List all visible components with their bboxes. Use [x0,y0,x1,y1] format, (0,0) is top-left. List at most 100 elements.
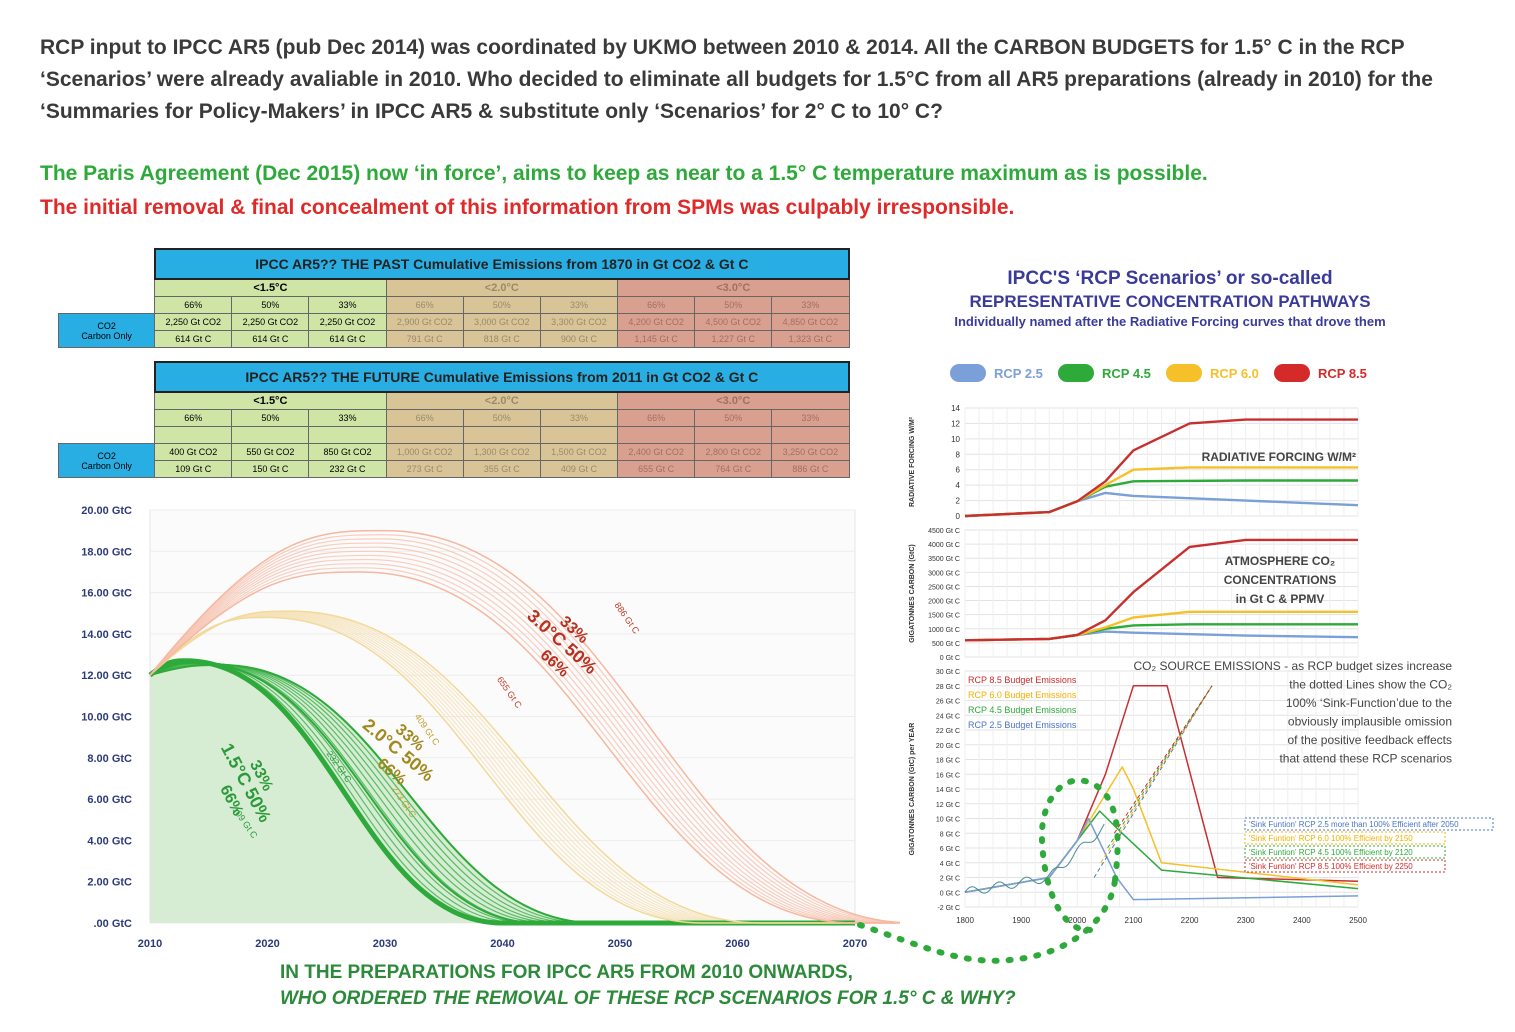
y-axis-title: GIGATONNES CARBON (GtC) per YEAR [909,723,916,856]
past-prob: 66% [617,296,696,314]
past-carbon-cell: 1,145 Gt C [617,330,696,348]
emissions-annotation-line: of the positive feedback effects [1287,733,1452,747]
emissions-annotation-line: that attend these RCP scenarios [1279,752,1452,766]
past-co2-cell: 2,250 Gt CO2 [308,313,387,331]
historical-emissions-line [964,823,1105,894]
past-budget-table: IPCC AR5?? THE PAST Cumulative Emissions… [57,248,851,348]
rcp-charts: 14 12 10 8 6 4 2 0 RADIATIVE FORCING W/M² RADIATI… [909,404,1494,925]
legend-swatch [1058,364,1094,382]
future-carbon-cell: 150 Gt C [231,460,310,478]
band-3c-line [149,546,891,924]
past-carbon-cell: 791 Gt C [385,330,464,348]
co2-title-line: CONCENTRATIONS [1224,573,1336,587]
y-tick-label: 10 Gt C [936,817,960,824]
past-carbon-cell: 1,227 Gt C [694,330,773,348]
y-tick-label: 10 [951,435,960,444]
future-prob: 33% [771,409,850,427]
future-carbon-cell: 109 Gt C [154,460,233,478]
y-tick-label: 2 [956,497,961,506]
past-co2-cell: 4,500 Gt CO2 [694,313,773,331]
past-carbon-cell: 1,323 Gt C [771,330,850,348]
x-tick-label: 2070 [843,938,867,950]
future-co2-cell: 1,500 Gt CO2 [539,443,619,461]
past-carbon-cell: 818 Gt C [462,330,541,348]
y-tick-label: 0 Gt C [940,655,960,662]
y-tick-label: 30 Gt C [936,669,960,676]
future-group-20: <2.0°C [385,391,619,410]
bottom-line-1: IN THE PREPARATIONS FOR IPCC AR5 FROM 20… [280,962,853,983]
past-prob: 33% [771,296,850,314]
y-tick-label: 16 Gt C [936,772,960,779]
legend-swatch [1166,364,1202,382]
rcp-legend: RCP 2.5 RCP 4.5 RCP 6.0 RCP 8.5 [950,364,1367,382]
future-group-30: <3.0°C [617,391,850,410]
future-co2-cell: 1,000 Gt CO2 [385,443,464,461]
future-carbon-cell: 886 Gt C [771,460,850,478]
y-tick-label: 4000 Gt C [928,542,960,549]
y-tick-label: 18 Gt C [936,758,960,765]
y-tick-label: 500 Gt C [932,641,960,648]
past-prob: 66% [154,296,233,314]
y-tick-label: 0 Gt C [940,890,960,897]
future-co2-cell: 2,400 Gt CO2 [617,443,696,461]
y-tick-label: 8 Gt C [940,831,960,838]
rcp-header: IPCC'S ‘RCP Scenarios’ or so-called REPR… [880,268,1460,329]
past-prob: 50% [462,296,541,314]
y-tick-label: 2 Gt C [940,876,960,883]
legend-swatch [950,364,986,382]
budget-emissions-chart: 20.00 GtC 18.00 GtC 16.00 GtC 14.00 GtC 12.0… [81,505,900,950]
y-tick-label: 6 [956,466,961,475]
y-tick-label: 12 Gt C [936,802,960,809]
sink-dotted-line [1113,685,1213,834]
rcp-note: Individually named after the Radiative F… [954,314,1386,329]
emissions-annotation-line: CO₂ SOURCE EMISSIONS - as RCP budget siz… [1133,659,1452,673]
sink-label: 'Sink Funtion' RCP 6.0 100% Efficient by… [1249,834,1413,843]
y-tick-label: .00 GtC [93,918,132,930]
future-prob: 33% [308,409,387,427]
rcp-subtitle: REPRESENTATIVE CONCENTRATION PATHWAYS [969,292,1371,311]
past-co2-cell: 4,200 Gt CO2 [617,313,696,331]
y-tick-label: 8 [956,450,961,459]
y-tick-label: 14 [951,404,960,413]
y-tick-label: 3000 Gt C [928,570,960,577]
series-line [964,538,1358,642]
y-tick-label: 1500 Gt C [928,613,960,620]
band-3c-line [149,542,897,924]
co2-title-line: in Gt C & PPMV [1236,592,1325,606]
y-tick-label: 14.00 GtC [81,629,132,641]
future-carbon-cell: 764 Gt C [694,460,773,478]
past-row-label: CO2 Carbon Only [57,313,156,348]
y-tick-label: 8.00 GtC [87,753,132,765]
past-row-label-carbon: Carbon Only [81,330,132,341]
co2-title-line: ATMOSPHERE CO₂ [1225,554,1335,568]
past-group-30: <3.0°C [617,278,850,297]
series-line [149,610,855,924]
x-tick-label: 2060 [725,938,749,950]
band-3c-line [149,538,900,924]
y-tick-label: 20 Gt C [936,743,960,750]
band-3c-line [149,563,867,924]
band-3c-line [149,567,861,924]
sink-label-box [1244,859,1446,873]
sink-label-box [1244,831,1446,845]
headline-question: RCP input to IPCC AR5 (pub Dec 2014) was… [40,36,1433,123]
x-tick-label: 2200 [1181,916,1199,925]
past-prob: 33% [539,296,619,314]
series-line [149,663,855,924]
future-co2-cell: 3,250 Gt CO2 [771,443,850,461]
x-tick-label: 1900 [1012,916,1030,925]
past-carbon-cell: 900 Gt C [539,330,619,348]
x-tick-label: 2040 [490,938,514,950]
y-tick-label: -2 Gt C [937,905,960,912]
series-line [149,571,856,924]
y-tick-label: 28 Gt C [936,684,960,691]
x-tick-label: 2000 [1068,916,1086,925]
y-tick-label: 2.00 GtC [87,877,132,889]
series-line [964,418,1358,518]
future-co2-cell: 2,800 Gt CO2 [694,443,773,461]
series-line [149,529,900,924]
budget-emissions-label: RCP 6.0 Budget Emissions [968,690,1077,700]
y-tick-label: 12 [951,419,960,428]
y-tick-label: 22 Gt C [936,728,960,735]
past-co2-cell: 2,250 Gt CO2 [231,313,310,331]
